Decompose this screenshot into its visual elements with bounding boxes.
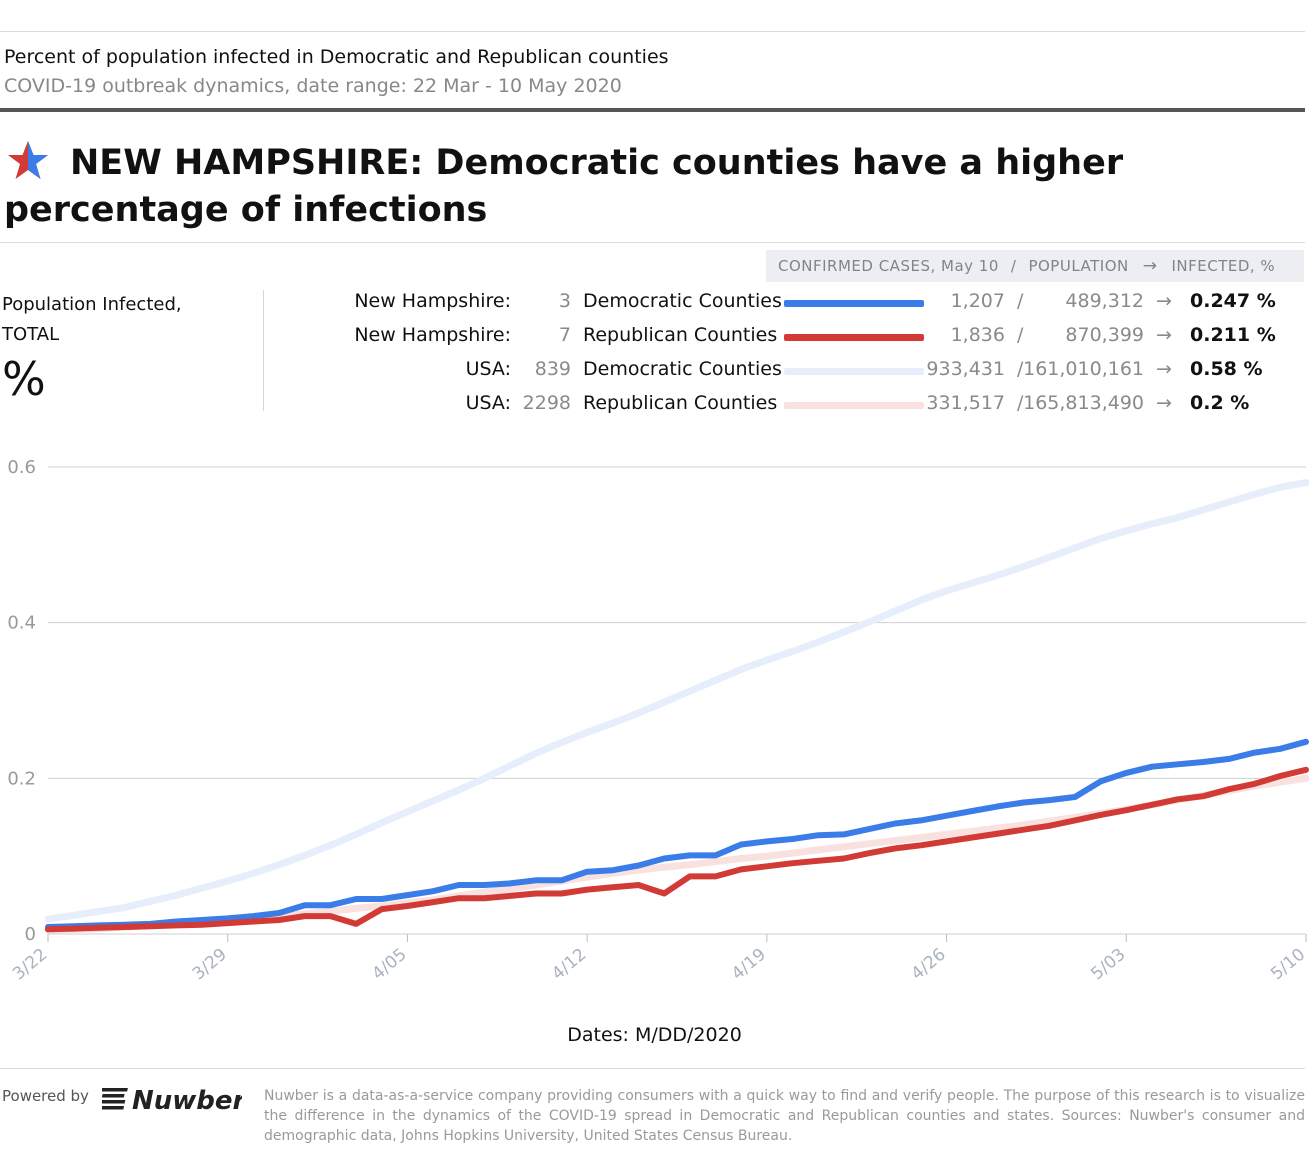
- legend-row: New Hampshire: 7 Republican Counties 1,8…: [0, 324, 1309, 354]
- line-chart: 0 0.2 0.4 0.6 3/22 3/29 4/05 4/12 4/19 4/26 5/03 5/…: [7, 457, 1309, 985]
- x-tick-label: 4/19: [728, 945, 770, 985]
- y-tick-label: 0: [25, 924, 36, 945]
- legend-infected: 0.211 %: [1190, 324, 1276, 346]
- header-thick-rule: [0, 108, 1305, 112]
- x-tick-label: 4/12: [548, 945, 590, 985]
- legend-slash: /: [1017, 392, 1024, 414]
- legend-header: CONFIRMED CASES, May 10 / POPULATION → I…: [766, 250, 1304, 282]
- legend-row: USA: 2298 Republican Counties 331,517 / …: [0, 392, 1309, 422]
- legend-region: New Hampshire:: [354, 290, 511, 312]
- legend-population: 489,312: [1065, 290, 1144, 312]
- svg-text:Nuwber: Nuwber: [132, 1086, 242, 1114]
- legend-county-count: 3: [558, 290, 571, 312]
- legend-party: Republican Counties: [583, 324, 778, 346]
- legend-county-count: 7: [558, 324, 571, 346]
- legend-arrow: →: [1156, 392, 1172, 414]
- percent-unit: %: [2, 352, 46, 406]
- subtitle-primary: Percent of population infected in Democr…: [4, 46, 669, 68]
- legend-infected: 0.58 %: [1190, 358, 1263, 380]
- legend-row: New Hampshire: 3 Democratic Counties 1,2…: [0, 290, 1309, 320]
- powered-by-label: Powered by: [2, 1087, 89, 1105]
- legend-region: USA:: [465, 392, 511, 414]
- footer-rule: [0, 1068, 1305, 1069]
- legend-row: USA: 839 Democratic Counties 933,431 / 1…: [0, 358, 1309, 388]
- y-tick-label: 0.4: [7, 613, 36, 634]
- series-line: [45, 766, 1309, 933]
- legend-swatch: [784, 300, 924, 307]
- top-rule: [0, 31, 1305, 32]
- series-line: [45, 738, 1309, 930]
- legend-infected: 0.247 %: [1190, 290, 1276, 312]
- x-tick-label: 5/03: [1087, 945, 1129, 985]
- legend-slash: /: [1017, 358, 1024, 380]
- legend-arrow: →: [1156, 324, 1172, 346]
- legend-swatch: [784, 334, 924, 341]
- nuwber-logo[interactable]: Nuwber: [102, 1078, 242, 1114]
- x-tick-label: 4/05: [369, 945, 411, 985]
- legend-party: Democratic Counties: [583, 358, 782, 380]
- legend-population: 870,399: [1065, 324, 1144, 346]
- legend-county-count: 2298: [522, 392, 571, 414]
- headline-text: NEW HAMPSHIRE: Democratic counties have …: [4, 143, 1124, 230]
- legend-header-population: POPULATION: [1028, 257, 1129, 275]
- legend-header-infected: INFECTED, %: [1171, 257, 1276, 275]
- population-infected-label-line2: TOTAL: [2, 324, 60, 345]
- headline: NEW HAMPSHIRE: Democratic counties have …: [4, 140, 1294, 234]
- legend-arrow: →: [1156, 290, 1172, 312]
- legend-region: New Hampshire:: [354, 324, 511, 346]
- x-tick-label: 5/10: [1267, 945, 1309, 985]
- x-axis-label: Dates: M/DD/2020: [567, 1024, 742, 1046]
- x-tick-label: 3/29: [189, 945, 231, 985]
- x-tick-label: 4/26: [908, 945, 950, 985]
- legend-arrow: →: [1156, 358, 1172, 380]
- legend-infected: 0.2 %: [1190, 392, 1250, 414]
- population-infected-label: Population Infected, TOTAL: [2, 290, 182, 350]
- population-infected-label-line1: Population Infected,: [2, 294, 182, 315]
- legend-cases: 1,836: [950, 324, 1005, 346]
- legend-county-count: 839: [534, 358, 571, 380]
- legend-cases: 1,207: [950, 290, 1005, 312]
- legend-header-slash: /: [1010, 257, 1017, 275]
- y-tick-label: 0.6: [7, 457, 36, 478]
- legend-population: 165,813,490: [1023, 392, 1144, 414]
- legend-header-arrow: →: [1142, 256, 1158, 276]
- legend-party: Republican Counties: [583, 392, 778, 414]
- subtitle-secondary: COVID-19 outbreak dynamics, date range: …: [4, 75, 622, 97]
- legend-slash: /: [1017, 290, 1024, 312]
- legend-swatch: [784, 368, 924, 375]
- legend-party: Democratic Counties: [583, 290, 782, 312]
- headline-rule: [0, 242, 1305, 243]
- legend-slash: /: [1017, 324, 1024, 346]
- side-divider: [263, 290, 264, 411]
- y-tick-label: 0.2: [7, 768, 36, 789]
- legend-header-cases: CONFIRMED CASES, May 10: [778, 257, 999, 275]
- legend-region: USA:: [465, 358, 511, 380]
- legend-cases: 933,431: [926, 358, 1005, 380]
- legend-population: 161,010,161: [1023, 358, 1144, 380]
- footer-note: Nuwber is a data-as-a-service company pr…: [264, 1088, 1305, 1144]
- legend-swatch: [784, 402, 924, 409]
- star-icon: [8, 141, 48, 179]
- x-tick-label: 3/22: [9, 945, 51, 985]
- legend-cases: 331,517: [926, 392, 1005, 414]
- series-line: [44, 479, 1309, 923]
